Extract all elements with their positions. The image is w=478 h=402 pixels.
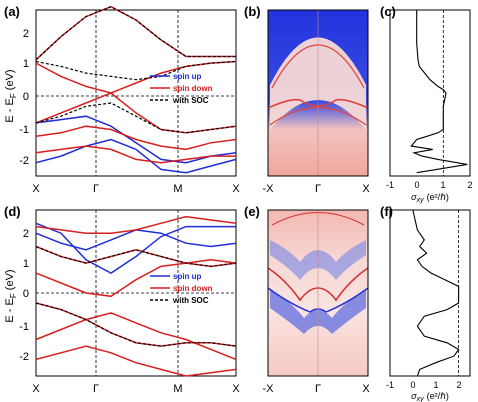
panel-a: (a) 2 1 0 -1 -2 X Γ M X E - EF (eV) spin… <box>4 4 240 195</box>
axes-frame-c <box>389 9 471 177</box>
xtick: 1 <box>433 380 438 390</box>
axes-frame-a <box>35 9 237 177</box>
band-line <box>35 312 237 361</box>
panel-f: (f) -1 0 1 2 σxy (e²/ℏ) <box>380 204 471 402</box>
band-line <box>35 60 237 81</box>
xticks-c: -1 0 1 2 <box>386 180 473 190</box>
band-line <box>35 138 237 174</box>
sigma-line <box>410 10 468 174</box>
ytick: 1 <box>23 258 29 270</box>
ytick: 1 <box>23 58 29 70</box>
band-line <box>35 302 237 347</box>
ytick: 2 <box>23 228 29 240</box>
legend-soc: with SOC <box>172 296 209 305</box>
bands-a <box>35 5 237 174</box>
panel-label-c: (c) <box>380 4 396 19</box>
ylabel-a: E - EF (eV) <box>4 69 18 122</box>
xtick: -1 <box>386 180 394 190</box>
xtick: X <box>232 383 240 395</box>
band-line <box>35 345 237 377</box>
panel-label-a: (a) <box>4 4 20 19</box>
axes-frame-f <box>389 209 471 377</box>
legend-soc: with SOC <box>172 96 209 105</box>
legend-spin-down: spin down <box>173 84 213 93</box>
legend-spin-down: spin down <box>173 284 213 293</box>
panel-c: (c) -1 0 1 2 σxy (e²/ℏ) <box>380 4 473 204</box>
ytick: 0 <box>23 91 29 103</box>
xtick: Γ <box>315 183 321 195</box>
panel-label-f: (f) <box>380 204 393 219</box>
band-line <box>35 6 236 61</box>
legend-spin-up: spin up <box>173 272 202 281</box>
band-line <box>35 302 237 347</box>
xtick: X <box>362 183 370 195</box>
xtick: -X <box>263 383 275 395</box>
xtick: Γ <box>93 183 99 195</box>
xtick: 0 <box>414 180 419 190</box>
ytick: -1 <box>19 124 29 136</box>
ytick: -2 <box>19 351 29 363</box>
bands-d <box>35 215 237 377</box>
xtick: -X <box>263 183 275 195</box>
xticks-a: X Γ M X <box>32 183 240 195</box>
xtick: M <box>173 183 182 195</box>
sigma-curve-c <box>410 10 468 176</box>
axes-frame-e <box>267 209 369 377</box>
yticks-a: 2 1 0 -1 -2 <box>19 28 29 167</box>
band-line <box>35 259 237 298</box>
xtick: 2 <box>467 180 472 190</box>
xtick: X <box>32 183 40 195</box>
xtick: 1 <box>440 180 445 190</box>
panel-label-b: (b) <box>244 4 261 19</box>
ylabel-d: E - EF (eV) <box>4 269 18 322</box>
band-line <box>35 229 237 251</box>
panel-e: (e) -X Γ X <box>244 204 370 395</box>
panel-label-d: (d) <box>4 204 21 219</box>
band-line <box>35 215 237 234</box>
xtick: M <box>173 383 182 395</box>
xtick: -1 <box>386 380 394 390</box>
band-line <box>35 222 236 274</box>
band-line <box>35 245 237 268</box>
xtick: X <box>362 383 370 395</box>
panel-label-e: (e) <box>244 204 260 219</box>
sigma-curve-f <box>412 209 460 377</box>
ytick: -1 <box>19 321 29 333</box>
ytick: -2 <box>19 155 29 167</box>
xtick: X <box>232 183 240 195</box>
legend-d: spin up spin down with SOC <box>150 272 213 305</box>
ytick: 2 <box>23 28 29 40</box>
legend-spin-up: spin up <box>173 72 202 81</box>
xtick: 0 <box>410 380 415 390</box>
xtick: X <box>32 383 40 395</box>
legend-a: spin up spin down with SOC <box>150 72 213 105</box>
band-line <box>35 102 237 134</box>
panel-b: (b) -X Γ X <box>244 4 370 195</box>
xtick: 2 <box>456 380 461 390</box>
ytick: 0 <box>23 288 29 300</box>
xlabel-f: σxy (e²/ℏ) <box>411 391 449 402</box>
xticks-d: X Γ M X <box>32 383 240 395</box>
axes-frame-b <box>267 9 369 177</box>
xlabel-c: σxy (e²/ℏ) <box>411 192 449 204</box>
band-line <box>35 115 237 164</box>
band-line <box>35 125 237 151</box>
sigma-line <box>412 209 460 377</box>
xtick: Γ <box>315 383 321 395</box>
xticks-f: -1 0 1 2 <box>386 380 462 390</box>
band-line <box>35 145 236 164</box>
yticks-d: 2 1 0 -1 -2 <box>19 228 29 363</box>
xtick: Γ <box>93 383 99 395</box>
panel-d: (d) 2 1 0 -1 -2 X Γ M X E - EF (eV) spin… <box>4 204 240 395</box>
